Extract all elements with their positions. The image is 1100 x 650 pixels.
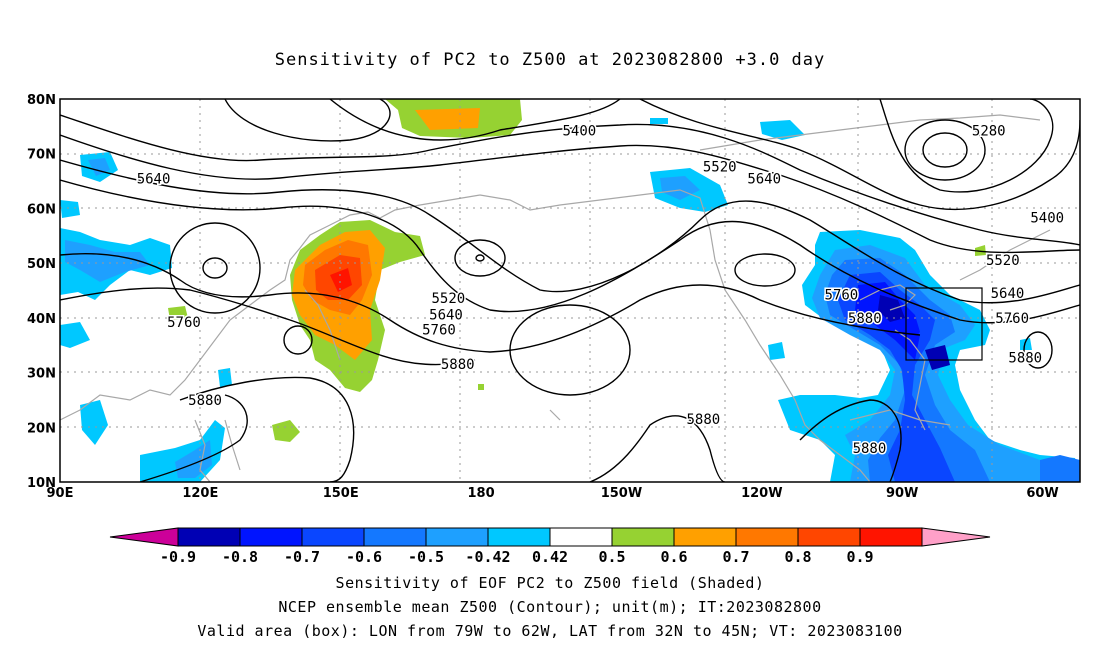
colorbar-box [735, 527, 799, 547]
colorbar-box [363, 527, 427, 547]
contour-label: 5880 [848, 311, 882, 327]
lat-tick-label: 50N [27, 257, 56, 272]
caption-line-3: Valid area (box): LON from 79W to 62W, L… [197, 622, 903, 640]
lon-tick-label: 120E [182, 486, 218, 501]
map-frame [59, 98, 1081, 483]
colorbar-label: -0.9 [160, 548, 196, 566]
colorbar-label: -0.8 [222, 548, 258, 566]
lon-tick-label: 150W [601, 486, 642, 501]
contour-label: 5760 [995, 311, 1029, 327]
valid-area-box [905, 287, 983, 361]
contour-label: 5640 [137, 171, 171, 187]
colorbar: -0.9 -0.8 -0.7 -0.6 -0.5 -0.42 0.42 0.5 0.6 0.7 0.… [109, 527, 991, 566]
lat-tick-label: 20N [27, 421, 56, 436]
colorbar-box [611, 527, 675, 547]
lon-tick-label: 60W [1026, 486, 1058, 501]
contour-label: 5400 [562, 124, 596, 140]
colorbar-box [239, 527, 303, 547]
colorbar-box [549, 527, 613, 547]
colorbar-label: 0.8 [784, 548, 811, 566]
caption-line-1: Sensitivity of EOF PC2 to Z500 field (Sh… [335, 574, 765, 592]
colorbar-max-triangle [921, 527, 991, 547]
lon-tick-label: 180 [468, 486, 495, 501]
colorbar-label: -0.7 [284, 548, 320, 566]
contour-label: 5280 [972, 124, 1006, 140]
lon-tick-label: 120W [741, 486, 782, 501]
colorbar-min-triangle [109, 527, 179, 547]
map-title: Sensitivity of PC2 to Z500 at 2023082800… [274, 50, 826, 70]
colorbar-box [487, 527, 551, 547]
contour-label: 5760 [422, 322, 456, 338]
z500-contours [60, 99, 1080, 482]
lon-tick-label: 90E [47, 486, 74, 501]
lat-tick-label: 80N [27, 93, 56, 108]
contour-label: 5880 [441, 357, 475, 373]
colorbar-label: -0.5 [408, 548, 444, 566]
contour-label: 5880 [1008, 350, 1042, 366]
contour-label: 5640 [991, 286, 1025, 302]
colorbar-label: -0.42 [465, 548, 510, 566]
colorbar-label: 0.5 [598, 548, 625, 566]
colorbar-label: 0.6 [660, 548, 687, 566]
colorbar-box [797, 527, 861, 547]
contour-label: 5880 [853, 441, 887, 457]
contour-label: 5640 [429, 308, 463, 324]
contour-label: 5880 [686, 412, 720, 428]
contour-label: 5640 [747, 171, 781, 187]
colorbar-box [859, 527, 923, 547]
colorbar-box [425, 527, 489, 547]
lon-tick-label: 90W [886, 486, 918, 501]
contour-label: 5760 [825, 287, 859, 303]
lat-tick-label: 40N [27, 312, 56, 327]
contour-label: 5880 [188, 393, 222, 409]
caption-line-2: NCEP ensemble mean Z500 (Contour); unit(… [278, 598, 822, 616]
lat-tick-label: 70N [27, 148, 56, 163]
lat-tick-label: 60N [27, 202, 56, 217]
contour-label: 5520 [703, 159, 737, 175]
lat-tick-label: 30N [27, 367, 56, 382]
colorbar-box [301, 527, 365, 547]
colorbar-label: -0.6 [346, 548, 382, 566]
shaded-sensitivity-field [60, 99, 1080, 482]
contour-label: 5520 [986, 253, 1020, 269]
lat-tick-label: 10N [27, 476, 56, 491]
contour-label: 5520 [431, 291, 465, 307]
lon-tick-label: 150E [323, 486, 359, 501]
colorbar-box [177, 527, 241, 547]
contour-label: 5400 [1030, 211, 1064, 227]
contour-label: 5760 [167, 315, 201, 331]
colorbar-label: 0.9 [846, 548, 873, 566]
colorbar-label: 0.42 [532, 548, 568, 566]
grid-lines [60, 99, 1080, 482]
colorbar-box [673, 527, 737, 547]
colorbar-label: 0.7 [722, 548, 749, 566]
